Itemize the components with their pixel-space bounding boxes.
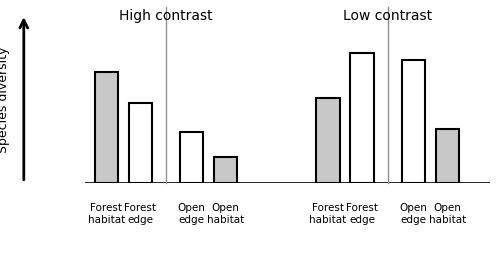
Bar [180,133,204,183]
Text: Open
edge: Open edge [178,203,206,224]
Text: Open
edge: Open edge [400,203,427,224]
Bar [402,61,425,183]
Bar [214,157,238,183]
Text: Forest
edge: Forest edge [124,203,156,224]
Text: Open
habitat: Open habitat [428,203,466,224]
Bar [316,99,340,183]
Text: High contrast: High contrast [119,9,213,23]
Text: Forest
habitat: Forest habitat [88,203,125,224]
Text: Low contrast: Low contrast [343,9,432,23]
Text: Forest
edge: Forest edge [346,203,378,224]
Text: Species diversity: Species diversity [0,46,10,152]
Bar [94,73,118,183]
Bar [350,53,374,183]
Text: Open
habitat: Open habitat [207,203,244,224]
Text: Forest
habitat: Forest habitat [310,203,346,224]
Bar [128,104,152,183]
Bar [436,130,459,183]
